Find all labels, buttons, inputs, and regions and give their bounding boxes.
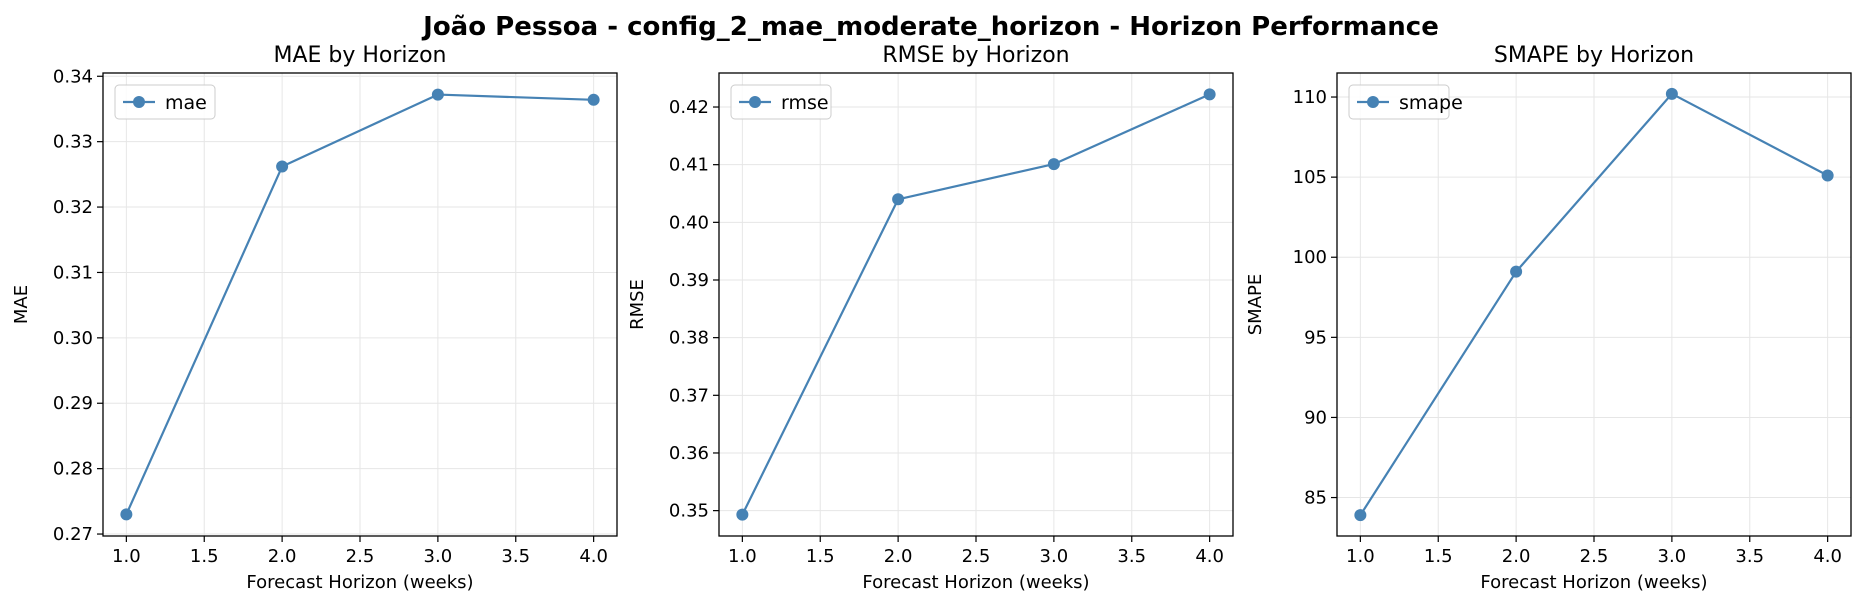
mae-x-tick-label: 4.0 [579, 546, 608, 567]
mae-data-point [276, 160, 289, 173]
mae-chart-title: MAE by Horizon [273, 43, 446, 68]
rmse-x-tick-label: 2.5 [962, 546, 991, 567]
rmse-data-point [892, 193, 905, 206]
smape-x-tick-label: 3.5 [1735, 546, 1764, 567]
rmse-y-tick-label: 0.39 [669, 270, 709, 291]
mae-y-tick-label: 0.29 [53, 393, 93, 414]
smape-chart-title: SMAPE by Horizon [1494, 43, 1694, 68]
rmse-y-axis-label: RMSE [627, 279, 648, 330]
smape-plot-frame [1336, 72, 1852, 537]
smape-x-tick-label: 2.0 [1502, 546, 1531, 567]
rmse-y-tick-label: 0.40 [669, 212, 709, 233]
smape-data-point [1821, 169, 1834, 182]
mae-legend-label: mae [165, 92, 207, 114]
mae-legend-swatch-marker [133, 96, 145, 108]
rmse-data-point [1047, 158, 1060, 171]
rmse-legend-box [730, 84, 832, 120]
rmse-y-tick-label: 0.37 [669, 385, 709, 406]
figure-title: João Pessoa - config_2_mae_moderate_hori… [421, 12, 1439, 42]
smape-data-point [1354, 509, 1367, 522]
smape-x-tick-label: 4.0 [1813, 546, 1842, 567]
mae-y-tick-label: 0.28 [53, 459, 93, 480]
smape-y-tick-label: 110 [1293, 87, 1327, 108]
rmse-x-tick-label: 1.5 [806, 546, 835, 567]
smape-chart-panel: 1.0 1.5 2.0 2.5 3.0 3.5 4.0 85 90 95 100 105 110 smap… [1245, 43, 1852, 593]
mae-y-tick-label: 0.27 [53, 524, 93, 545]
smape-series-line [1359, 92, 1829, 516]
rmse-chart-title: RMSE by Horizon [882, 43, 1069, 68]
smape-y-axis-label: SMAPE [1245, 274, 1266, 336]
smape-y-tick-label: 85 [1304, 488, 1327, 509]
rmse-data-point [736, 508, 749, 521]
smape-y-tick-label: 105 [1293, 167, 1327, 188]
smape-y-tick-label: 95 [1304, 327, 1327, 348]
mae-x-tick-label: 1.0 [112, 546, 141, 567]
mae-x-tick-label: 1.5 [190, 546, 219, 567]
smape-x-tick-label: 1.0 [1346, 546, 1375, 567]
rmse-y-tick-label: 0.41 [669, 155, 709, 176]
mae-x-tick-label: 3.5 [501, 546, 530, 567]
rmse-y-tick-label: 0.36 [669, 443, 709, 464]
mae-y-axis-label: MAE [11, 285, 32, 324]
rmse-x-axis-label: Forecast Horizon (weeks) [862, 572, 1089, 593]
smape-x-tick-label: 2.5 [1580, 546, 1609, 567]
smape-data-point [1510, 265, 1523, 278]
mae-chart-panel: 1.0 1.5 2.0 2.5 3.0 3.5 4.0 0.27 0.28 0.29 0.30 0.3… [11, 43, 618, 593]
rmse-series-line [741, 93, 1211, 516]
smape-x-tick-label: 1.5 [1424, 546, 1453, 567]
mae-data-point [120, 508, 133, 521]
rmse-x-tick-label: 1.0 [728, 546, 757, 567]
mae-x-tick-label: 2.5 [346, 546, 375, 567]
mae-y-tick-label: 0.30 [53, 328, 93, 349]
rmse-x-tick-label: 2.0 [884, 546, 913, 567]
smape-y-tick-label: 90 [1304, 407, 1327, 428]
smape-legend-label: smape [1399, 92, 1463, 114]
rmse-x-tick-label: 4.0 [1195, 546, 1224, 567]
mae-series-line [125, 93, 594, 515]
smape-data-point [1665, 87, 1678, 100]
mae-data-point [587, 93, 600, 106]
rmse-y-tick-label: 0.35 [669, 501, 709, 522]
rmse-y-tick-label: 0.42 [669, 97, 709, 118]
mae-x-tick-label: 3.0 [424, 546, 453, 567]
smape-x-axis-label: Forecast Horizon (weeks) [1480, 572, 1707, 593]
rmse-legend-label: rmse [781, 92, 829, 114]
rmse-chart-panel: 1.0 1.5 2.0 2.5 3.0 3.5 4.0 0.35 0.36 0.37 0.38 0.3… [627, 43, 1234, 593]
smape-legend-swatch-marker [1367, 96, 1379, 108]
mae-y-tick-label: 0.34 [53, 66, 93, 87]
mae-y-tick-label: 0.32 [53, 197, 93, 218]
smape-x-tick-label: 3.0 [1658, 546, 1687, 567]
mae-plot-frame [102, 72, 618, 537]
rmse-x-tick-label: 3.5 [1117, 546, 1146, 567]
mae-x-tick-label: 2.0 [268, 546, 297, 567]
rmse-y-tick-label: 0.38 [669, 328, 709, 349]
mae-y-tick-label: 0.33 [53, 132, 93, 153]
mae-legend-box [114, 84, 216, 120]
rmse-legend-swatch-marker [749, 96, 761, 108]
smape-y-tick-label: 100 [1293, 247, 1327, 268]
mae-y-tick-label: 0.31 [53, 262, 93, 283]
mae-data-point [431, 88, 444, 101]
rmse-data-point [1203, 88, 1216, 101]
smape-legend-box [1348, 84, 1450, 120]
mae-x-axis-label: Forecast Horizon (weeks) [246, 572, 473, 593]
rmse-x-tick-label: 3.0 [1040, 546, 1069, 567]
rmse-plot-frame [718, 72, 1234, 537]
